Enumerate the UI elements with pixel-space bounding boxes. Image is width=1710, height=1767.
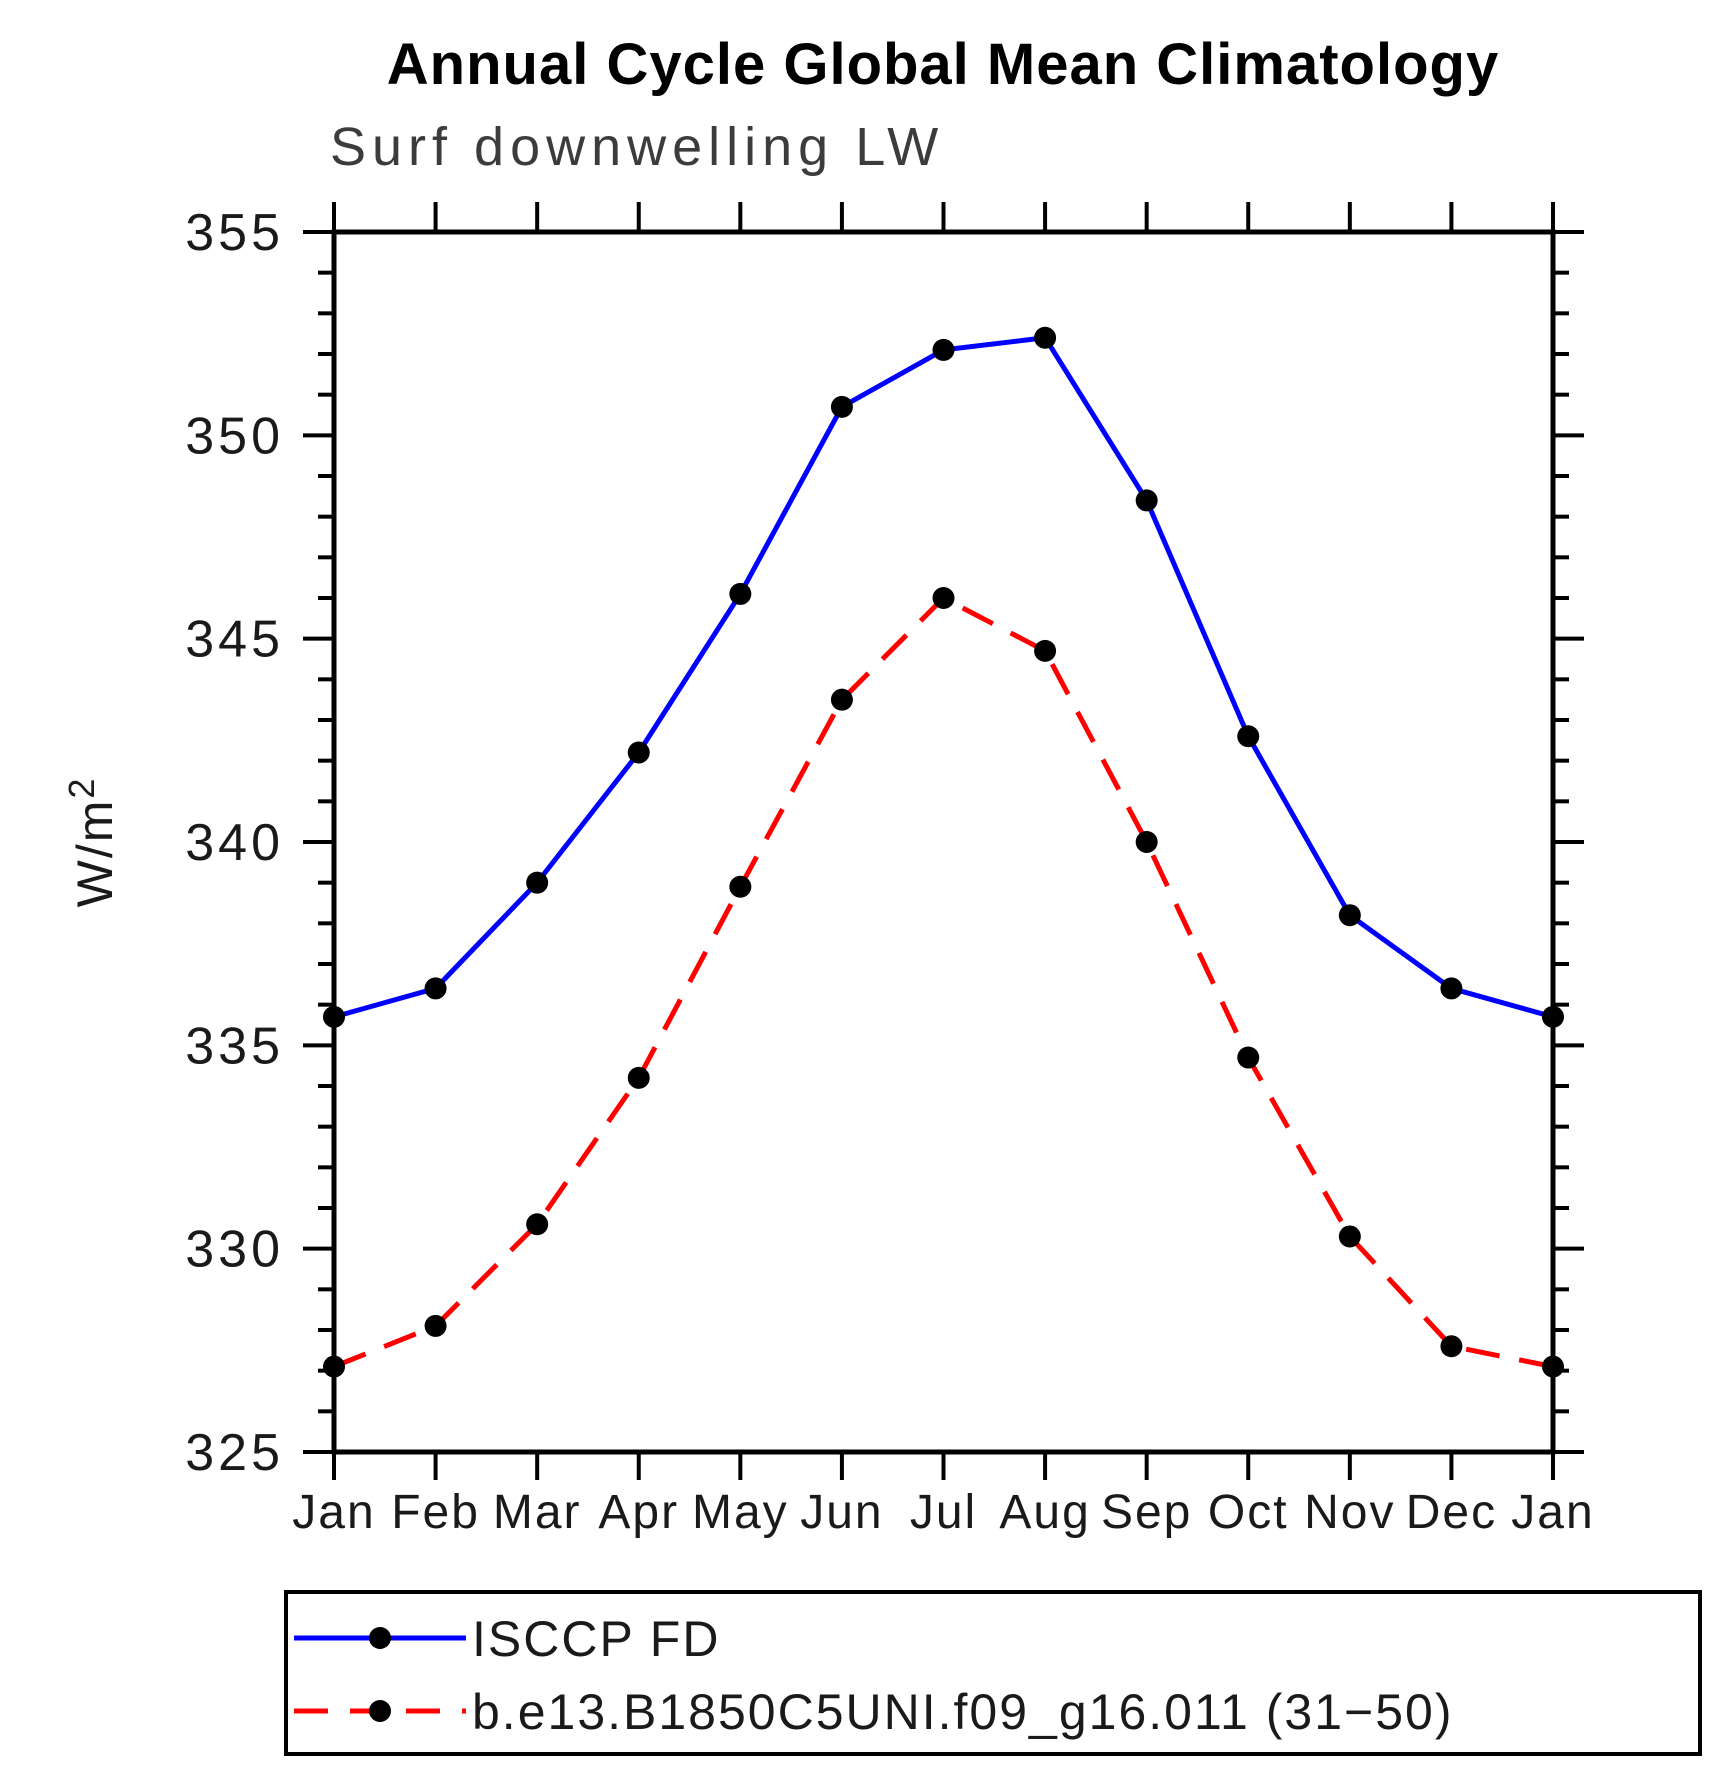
x-tick-label: Apr xyxy=(598,1486,679,1539)
y-axis-label: W/m2 xyxy=(61,777,123,908)
x-tick-label: Mar xyxy=(493,1486,582,1539)
data-point-0-Jun xyxy=(830,395,853,418)
y-tick-label: 345 xyxy=(185,611,284,669)
legend-box xyxy=(284,1590,1702,1756)
data-point-1-Jan xyxy=(323,1355,345,1378)
x-tick-label: Jun xyxy=(800,1486,883,1539)
y-tick-label: 330 xyxy=(185,1221,284,1279)
x-tick-label: Oct xyxy=(1208,1486,1289,1539)
series-plot xyxy=(323,326,1564,1378)
data-point-0-Aug xyxy=(1034,326,1057,349)
data-point-1-Aug xyxy=(1034,639,1057,662)
data-point-0-Nov xyxy=(1338,904,1361,927)
data-point-1-Nov xyxy=(1338,1225,1361,1248)
chart-title: Annual Cycle Global Mean Climatology xyxy=(387,32,1499,97)
series-line-0 xyxy=(333,335,1554,1020)
data-point-1-Feb xyxy=(424,1314,447,1337)
y-tick-label: 355 xyxy=(185,204,284,262)
data-point-0-May xyxy=(729,582,752,605)
y-tick-label: 340 xyxy=(185,814,284,872)
legend-marker-model xyxy=(369,1700,391,1722)
x-tick-label: Nov xyxy=(1304,1486,1395,1539)
data-point-1-Apr xyxy=(627,1066,650,1089)
data-point-1-Mar xyxy=(526,1213,549,1236)
data-point-1-Oct xyxy=(1237,1046,1260,1069)
x-tick-label: Feb xyxy=(391,1486,480,1539)
data-point-0-Mar xyxy=(526,871,549,894)
x-tick-label: May xyxy=(692,1486,789,1539)
data-point-1-Dec xyxy=(1440,1335,1463,1358)
legend-item-model-run: b.e13.B1850C5UNI.f09_g16.011 (31−50) xyxy=(294,1684,1453,1740)
data-point-1-Jul xyxy=(932,587,955,609)
data-point-1-May xyxy=(729,875,752,898)
legend-label-model: b.e13.B1850C5UNI.f09_g16.011 (31−50) xyxy=(472,1684,1453,1740)
y-tick-label: 325 xyxy=(185,1424,284,1482)
series-line-1 xyxy=(333,594,1554,1370)
y-tick-label: 350 xyxy=(185,407,284,465)
axis-tick-labels: 325 330 335 340 345 350 355 Jan Feb Mar Apr May Jun J… xyxy=(185,204,1594,1539)
data-point-1-Sep xyxy=(1135,831,1158,853)
data-point-0-Jul xyxy=(932,338,955,361)
legend-label-isccp: ISCCP FD xyxy=(472,1611,720,1667)
legend-marker-isccp xyxy=(369,1627,391,1649)
legend: ISCCP FD b.e13.B1850C5UNI.f09_g16.011 (3… xyxy=(284,1590,1702,1756)
x-tick-label: Jan xyxy=(1511,1486,1594,1539)
x-tick-label: Sep xyxy=(1101,1486,1192,1539)
data-point-0-Sep xyxy=(1135,489,1158,512)
y-tick-label: 335 xyxy=(185,1017,284,1075)
x-tick-label: Jul xyxy=(910,1486,977,1539)
chart-subtitle: Surf downwelling LW xyxy=(330,117,944,177)
x-tick-label: Dec xyxy=(1406,1486,1497,1539)
data-point-0-Dec xyxy=(1440,977,1463,1000)
legend-item-isccp-fd: ISCCP FD xyxy=(294,1611,720,1667)
x-tick-label: Jan xyxy=(292,1486,375,1539)
data-point-0-Oct xyxy=(1237,725,1260,748)
data-point-0-Jan xyxy=(1542,1005,1564,1028)
plot-frame xyxy=(331,229,1556,1455)
data-point-1-Jan xyxy=(1542,1355,1564,1378)
data-point-0-Jan xyxy=(323,1005,345,1028)
data-point-0-Apr xyxy=(627,741,650,764)
x-tick-label: Aug xyxy=(999,1486,1090,1539)
axes xyxy=(303,202,1584,1480)
data-point-0-Feb xyxy=(424,977,447,1000)
data-point-1-Jun xyxy=(830,688,853,711)
